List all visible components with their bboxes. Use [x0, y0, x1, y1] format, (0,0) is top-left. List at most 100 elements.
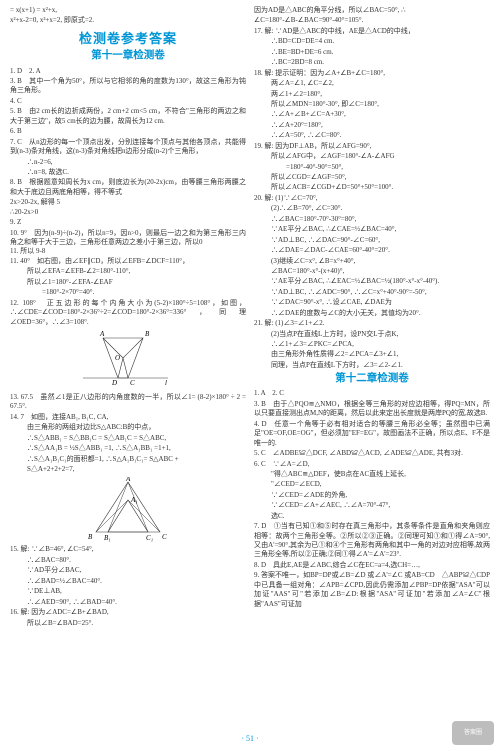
text-line: 11. 所以 9-811. 40° 如右图，由∠EF∥CD，所以∠EFB=∠DC… — [10, 247, 246, 628]
text-line: 5. B 由2 cm长的边折成两份，2 cm+2 cm<5 cm，不符合"三角形… — [10, 107, 246, 126]
text-line: ∴∠A+∠B+∠C=A+30°, — [254, 110, 490, 119]
text-line: 6. C ∵∠A=∠D, — [254, 460, 490, 469]
watermark: 答案圈 — [452, 721, 494, 745]
text-line: ∴S△ABB₁ = S△BB₁C = S△AB₁C = S△ABC, — [10, 434, 246, 443]
text-line: 2x>20-2x, 解得 5 ∴20-2x>09. Z10. 9° 因为(n-9… — [10, 198, 246, 628]
text-line: ∠BAC=180°-x°-(x+40)°, — [254, 267, 490, 276]
text-line: 7. C 从n边形的每一个顶点出发，分别连接每个顶点与其他各顶点，共能得到(n-… — [10, 138, 246, 157]
text-line: ∵AD⊥BC, ∴∠ADC=90°, ∴∠C=x°+40°-90°=-50°, — [254, 288, 490, 297]
text-line: ∴∠AED=90°, ∴∠BAD=40°. — [10, 598, 246, 607]
text-line: 由三角形的两组对边比S△ABC:B的中点， — [10, 423, 246, 432]
text-line: ∴n-2=6, — [10, 158, 246, 167]
text-line: 8. B 根据题意知周长为x cm，则底边长为(20-2x)cm，由等腰三角形两… — [10, 178, 246, 197]
text-line: ∴∠BAC=180°-70°-30°=80°, — [254, 215, 490, 224]
text-line: 4. C — [10, 97, 246, 106]
text-line: ∵AD⊥BC, ∴∠DAC=90°-∠C=60°, — [254, 236, 490, 245]
chapter-12-title: 第十二章检测卷 — [254, 372, 490, 386]
text-line: ∴∠A+20°=180°, — [254, 121, 490, 130]
triangle-figure: A B C A₁ B₁ C₁ — [78, 477, 178, 542]
text-line: ∵∠CED=∠ADE的外角, — [254, 491, 490, 500]
pentagon-figure: A B C D O l — [78, 330, 178, 390]
text-line: x²+x-2=0, x²+x=2, 即原式=2. — [10, 16, 246, 25]
text-line: 两∠A=∠1, ∠C=∠2, — [254, 79, 490, 88]
text-line: 9. 答案不唯一，如BP=DP或∠B=∠D 或∠A'=∠C 或AB=CD △AB… — [254, 571, 490, 609]
text-line: "得△ABC≌△DEF，使B点在AC直线上延长, — [254, 470, 490, 479]
text-line: 1. D 2. A — [10, 67, 246, 76]
text-line: 3. B 其中一个角为50°，所以与它相邻的角的度数为130°，故这三角形为钝角… — [10, 77, 246, 96]
svg-text:A: A — [99, 330, 105, 338]
svg-text:C₁: C₁ — [146, 534, 153, 542]
text-line: 3. B 由于△PQO≌△NMO，根据全等三角形的对应边相等，得PQ=MN，所以… — [254, 400, 490, 419]
text-line: ∴S△AA₁B = ½S△ABB₁ =1, ∴S△A₁BB₁ =1+1, — [10, 444, 246, 453]
text-line: 8. D 具此E,AE是∠ABC,综合∠C在EC=a=4,选CH=…, — [254, 561, 490, 570]
text-line: 选C. — [254, 512, 490, 521]
svg-text:B: B — [88, 533, 93, 541]
svg-text:A₁: A₁ — [130, 496, 138, 504]
text-line: "∠CED=∠ECD, — [254, 480, 490, 489]
text-line: ∴S△A₁B₁C₁的面积都=1, ∴S△A₁B₁C₁= S△ABC + — [10, 455, 246, 464]
right-column: 因为AD是△ABC的角平分线，所以∠BAC=50°, ∴∠C=180°-∠B-∠… — [254, 6, 490, 716]
text-line: 所以∠AFG中，∠AGF=180°-∠A-∠AFG — [254, 152, 490, 161]
text-line: ∵AE平分∠BAC, ∴∠CAE=½∠BAC=40°, — [254, 225, 490, 234]
text-line: ∴n=8, 故选C. — [10, 168, 246, 177]
text-line: 20. 解: (1)∵∠C=70°, — [254, 194, 490, 203]
text-line: 1. A 2. C — [254, 389, 490, 398]
text-line: 所以∠MDN=180°-30°, 即∠C=180°, — [254, 100, 490, 109]
text-line: 所以∠EFA=∠EFB-∠2=180°-110°, — [10, 267, 246, 276]
text-line: 所以∠CGD=∠AGF=50°, — [254, 173, 490, 182]
svg-text:B: B — [145, 330, 150, 338]
svg-text:l: l — [165, 379, 167, 387]
text-line: 19. 解: 因为DF⊥AB，所以∠AFG=90°, — [254, 142, 490, 151]
text-line: 11. 40° 如右图，由∠EF∥CD，所以∠EFB=∠DCF=110°， — [10, 257, 246, 266]
text-line: 6. B — [10, 127, 246, 136]
text-line: 13. 67.5 虽然∠1是正八边形的内角度数的一半，所以∠1= (8-2)×1… — [10, 393, 246, 412]
svg-text:C: C — [162, 533, 167, 541]
text-line: ∵DE⊥AB, — [10, 587, 246, 596]
text-line: ∴∠BAD=½∠BAC=40°. — [10, 577, 246, 586]
text-line: ∵∠CED=∠A+∠AEC, ∴∠A=70°-47°, — [254, 501, 490, 510]
svg-text:B₁: B₁ — [104, 534, 111, 542]
text-line: 10. 9° 因为(n-9)÷(n-2)，所以n=9，因n>0，则最后一边之和为… — [10, 229, 246, 628]
page-number: · 51 · — [0, 734, 500, 745]
text-line: ∴∠DAE=∠DAC-∠CAE=60°-40°=20°. — [254, 246, 490, 255]
text-line: ∵AE平分∠BAC, ∴∠EAC=½∠BAC=½(180°-x°-x°-40°)… — [254, 277, 490, 286]
svg-text:C: C — [130, 379, 135, 387]
text-line: ∴BE=BD+DE=6 cm. — [254, 48, 490, 57]
svg-text:D: D — [111, 379, 117, 387]
text-line: (2)当点P在直线L上方时，设PN交L于点K, — [254, 330, 490, 339]
text-line: 14. 7 如图，连接AB₁, B₁C, CA, — [10, 413, 246, 422]
svg-text:O: O — [115, 354, 120, 362]
text-line: 所以∠1=180°-∠EFA-∠EAF — [10, 278, 246, 287]
text-line: ∵AD平分∠BAC, — [10, 566, 246, 575]
left-column: = x(x+1) = x²+x,x²+x-2=0, x²+x=2, 即原式=2.… — [10, 6, 246, 716]
text-line: 4. D 任意一个角等于必有相对适合的等腰三角形必全等；虽然图中已满足"OE=O… — [254, 420, 490, 448]
text-line: 由三角形外角性质得∠2=∠PCA=∠3+∠1, — [254, 350, 490, 359]
text-line: 所以∠B=∠BAD=25°. — [10, 619, 246, 628]
text-line: 所以∠ACB=∠CGD+∠D=50°+50°=100°. — [254, 183, 490, 192]
text-line: 21. 解: (1)∠3=∠1+∠2. — [254, 319, 490, 328]
text-line: 17. 解: ∵AD是△ABC的中线，AE是△ACD的中线， — [254, 27, 490, 36]
text-line: ∴20-2x>0 — [10, 208, 246, 217]
text-line: 5. C ∠ADBE≌△DCF, ∠ABD≌△ACD, ∠ADE≌△ADE, 共… — [254, 449, 490, 458]
text-line: 7. D ①当有已知①和⑤时存在真三角形中，其条等条件是直角和夹角则应相等：故两… — [254, 522, 490, 560]
text-line: ∴∠DAE的度数与∠C的大小无关，其值均为20°. — [254, 309, 490, 318]
text-line: 16. 解: 因为∠ADC=∠B+∠BAD, — [10, 608, 246, 617]
text-line: ∠C=180°-∠B-∠BAC=90°-40°=105°. — [254, 16, 490, 25]
text-line: ∵∠DAC=90°-x°, ∴设∠CAE, ∠DAE为 — [254, 298, 490, 307]
text-line: 9. Z — [10, 218, 246, 227]
text-line: (2)∴∠B=70°, ∠C=30°. — [254, 204, 490, 213]
text-line: ∴∠1+∠3=∠PKC=∠PCA, — [254, 340, 490, 349]
text-line: 15. 解: ∵∠B=46°, ∠C=54°, — [10, 545, 246, 554]
text-line: 12. 108° 正五边形的每个内角大小为(5-2)×180°÷5=108°，如… — [10, 299, 246, 327]
text-line: =180°-40°-90°=50°, — [254, 163, 490, 172]
text-line: = x(x+1) = x²+x, — [10, 6, 246, 15]
chapter-11-title: 第十一章检测卷 — [10, 49, 246, 63]
text-line: 同理，当点P在直线L下方时，∠3=∠2-∠1. — [254, 361, 490, 370]
text-line: ∴∠BAC=80°. — [10, 556, 246, 565]
text-line: ∴BD=CD=DE=4 cm. — [254, 37, 490, 46]
text-line: 两∠1+∠2=180°, — [254, 90, 490, 99]
text-line: ∴BC=2BD=8 cm. — [254, 58, 490, 67]
text-line: =180°-2×70°=40°. — [10, 288, 246, 297]
text-line: 18. 解: 提示证明：因为∠A+∠B+∠C=180°, — [254, 69, 490, 78]
text-line: S△A+2+2+2=7, — [10, 465, 246, 474]
